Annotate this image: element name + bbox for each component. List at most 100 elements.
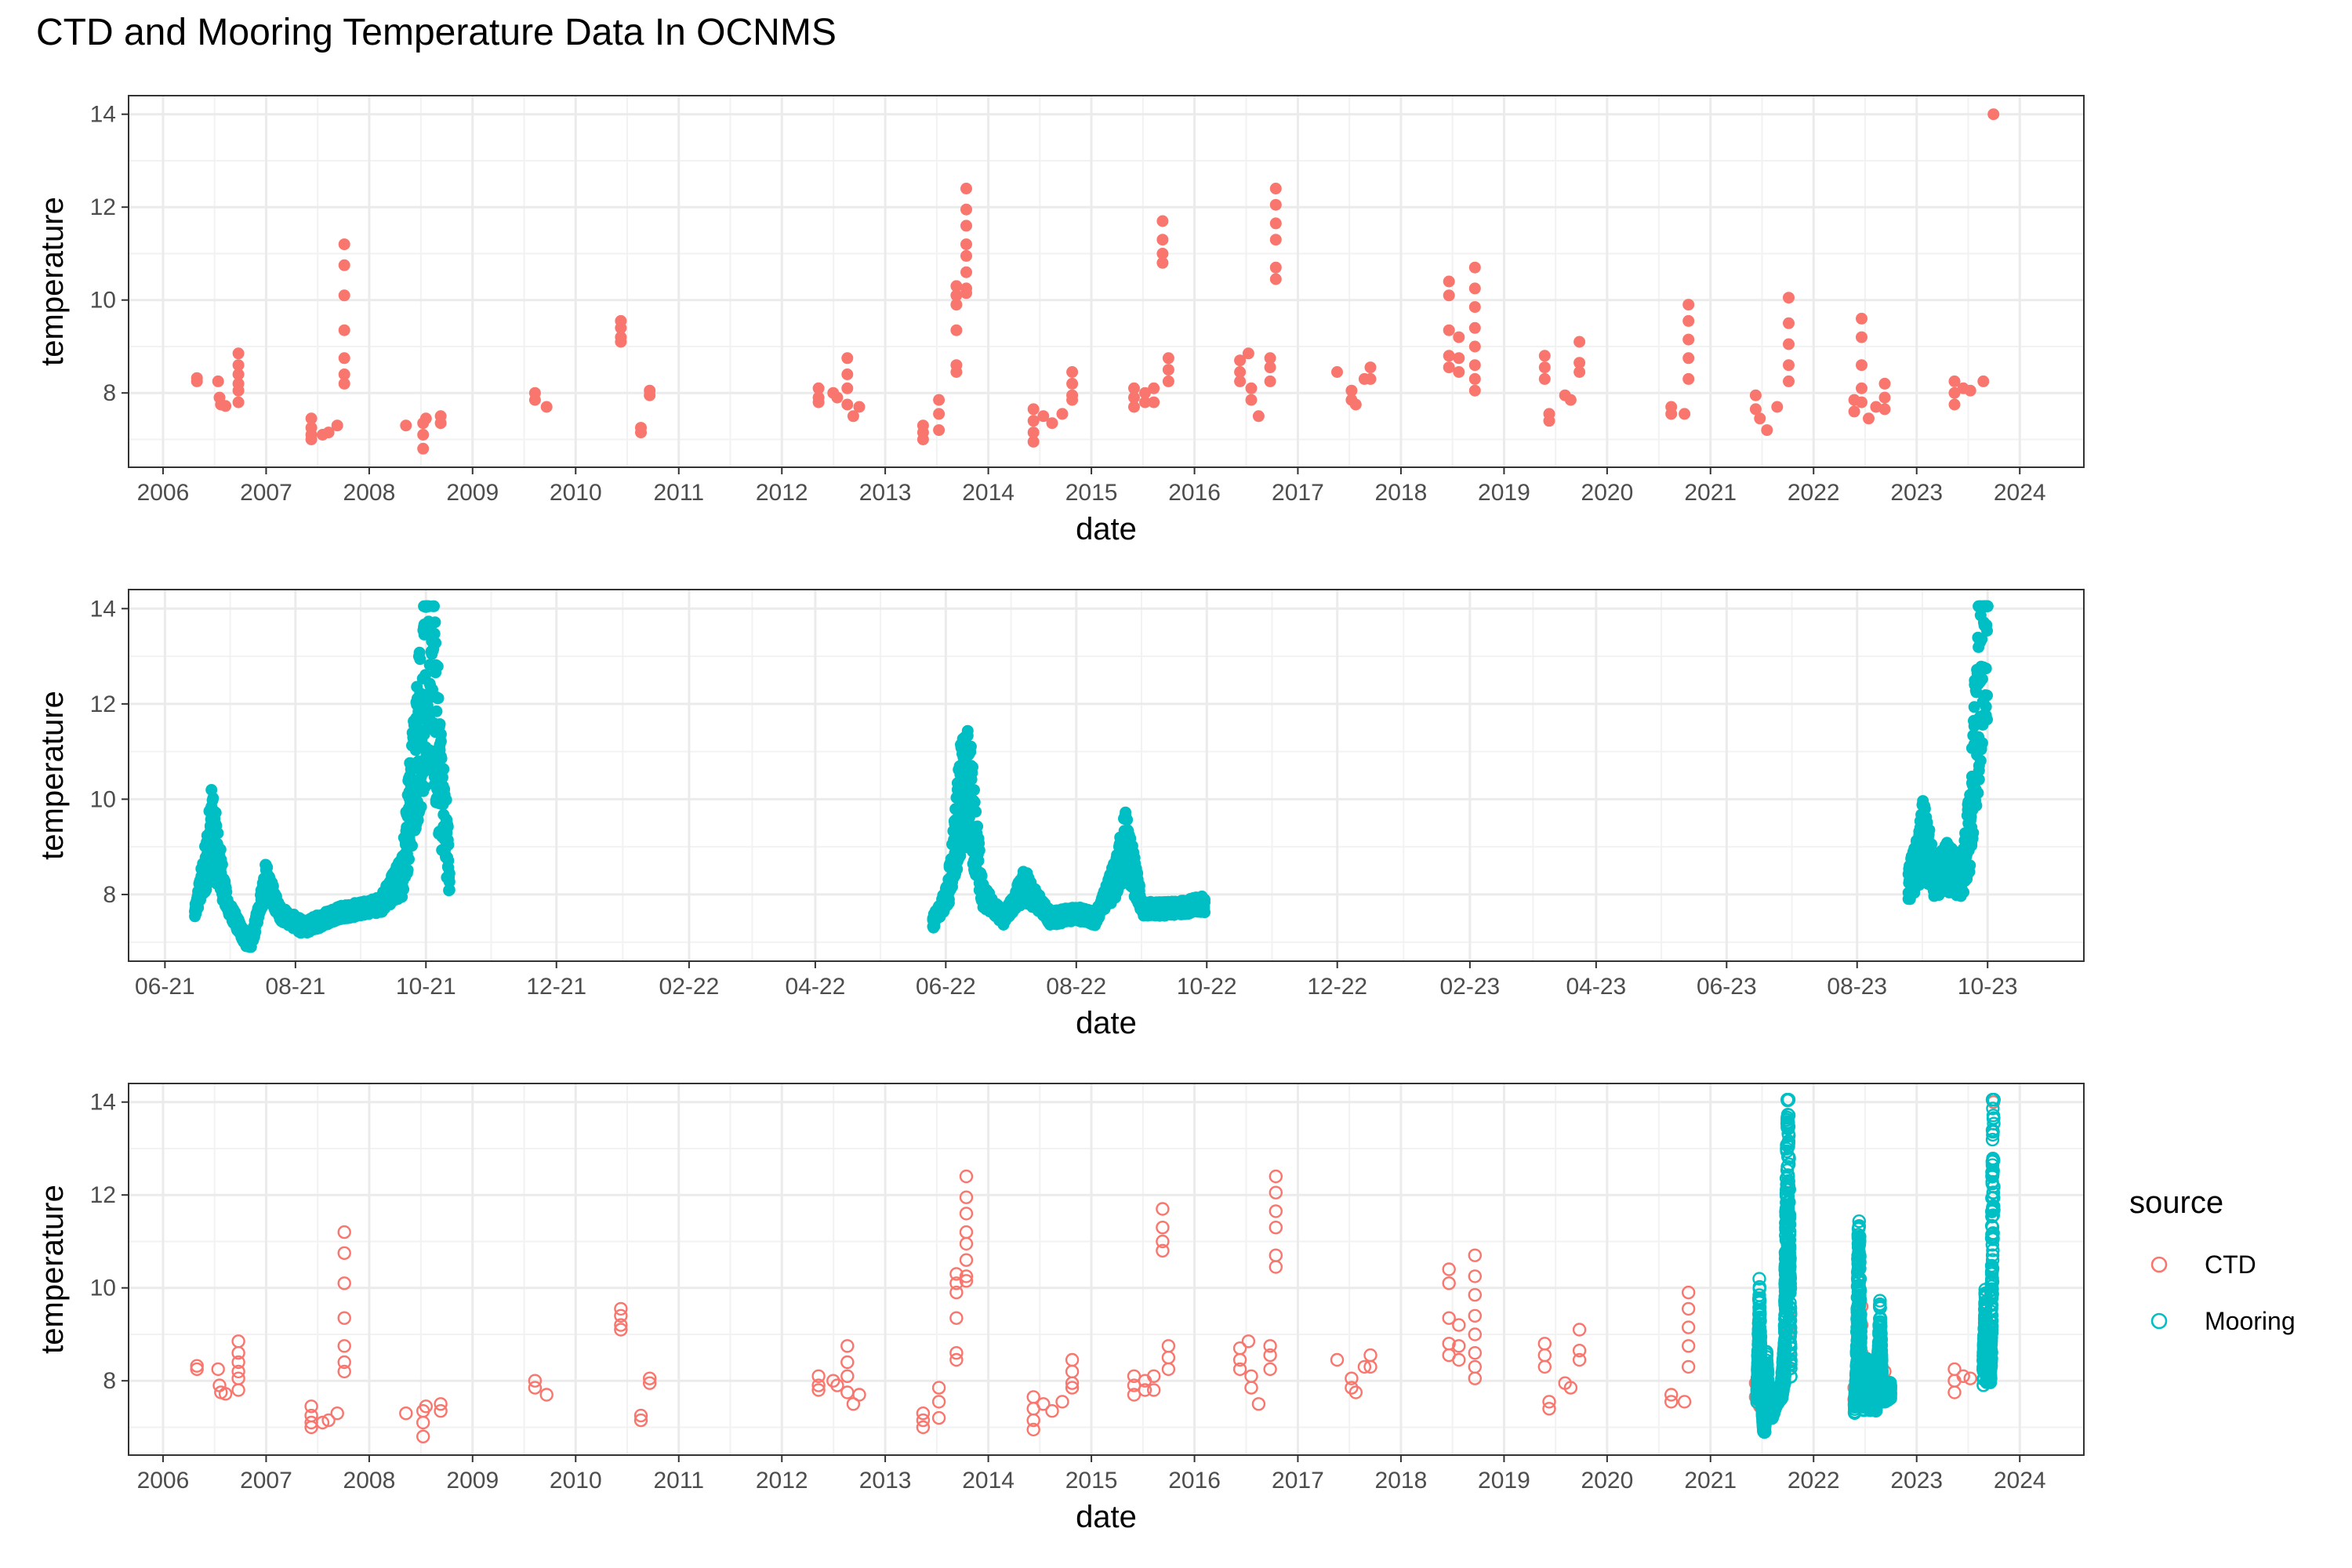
x-tick-label: 2013 — [859, 480, 912, 506]
mooring-point — [261, 861, 274, 873]
ctd-point — [1156, 248, 1169, 260]
ctd-point — [1573, 366, 1586, 378]
mooring-point — [968, 784, 980, 797]
mooring-point — [443, 876, 456, 888]
mooring-point — [1974, 754, 1987, 767]
ctd-point — [1139, 387, 1151, 399]
x-tick-label: 10-22 — [1177, 974, 1237, 1000]
ctd-point — [847, 410, 859, 423]
ctd-point — [1027, 426, 1040, 439]
ctd-point — [305, 434, 318, 445]
mooring-point — [1976, 737, 1988, 750]
ctd-point — [1264, 375, 1276, 387]
mooring-point — [441, 820, 454, 833]
ctd-point — [841, 352, 854, 365]
ctd-point — [1245, 394, 1258, 406]
x-tick-label: 2014 — [962, 480, 1014, 506]
ctd-point — [1234, 354, 1247, 367]
x-tick-label: 2018 — [1375, 480, 1428, 506]
ctd-point — [812, 382, 825, 394]
ctd-point — [1046, 417, 1058, 430]
x-axis-title: date — [1076, 1006, 1137, 1040]
mooring-point — [1121, 814, 1134, 826]
mooring-point — [212, 827, 224, 840]
mooring-point — [415, 800, 427, 813]
ctd-point — [338, 259, 350, 271]
x-tick-label: 2017 — [1272, 480, 1324, 506]
ctd-point — [1443, 324, 1455, 336]
ctd-point — [1538, 350, 1551, 362]
ctd-point — [322, 426, 335, 439]
ctd-point — [841, 382, 854, 394]
y-axis-title: temperature — [35, 197, 70, 366]
ctd-point — [950, 324, 963, 336]
ctd-point — [1453, 366, 1465, 378]
mooring-point — [961, 729, 974, 742]
y-tick-label: 8 — [103, 380, 116, 406]
ctd-point — [1948, 387, 1961, 399]
x-tick-label: 08-21 — [265, 974, 325, 1000]
ctd-point — [232, 359, 245, 372]
ctd-point — [417, 442, 430, 455]
ctd-point — [1156, 256, 1169, 269]
ctd-point — [1665, 408, 1678, 420]
y-tick-label: 8 — [103, 882, 116, 908]
mooring-point — [1981, 689, 1993, 702]
ctd-point — [417, 429, 430, 441]
mooring-point — [432, 692, 445, 705]
mooring-point — [1981, 625, 1993, 637]
mooring-point — [430, 637, 442, 649]
ctd-point — [916, 434, 929, 445]
ctd-point — [950, 280, 963, 292]
ctd-point — [1443, 289, 1455, 302]
ctd-point — [1269, 261, 1282, 274]
ctd-point — [960, 203, 972, 216]
ctd-point — [338, 324, 350, 336]
ctd-point — [1948, 375, 1961, 387]
mooring-point — [429, 616, 441, 629]
ctd-point — [1364, 361, 1377, 374]
ctd-point — [1468, 372, 1481, 385]
ctd-point — [1761, 424, 1773, 437]
mooring-point — [428, 600, 440, 612]
mooring-point — [207, 792, 220, 804]
ctd-point — [1027, 415, 1040, 427]
ctd-point — [853, 401, 866, 413]
ctd-point — [1848, 405, 1860, 418]
x-tick-label: 08-22 — [1046, 974, 1106, 1000]
ctd-point — [1682, 333, 1695, 346]
ctd-point — [1468, 384, 1481, 397]
x-tick-label: 2012 — [756, 480, 808, 506]
mooring-point — [973, 844, 985, 857]
mooring-point — [1980, 662, 1992, 675]
ctd-point — [191, 375, 203, 387]
ctd-point — [1234, 375, 1247, 387]
ctd-point — [1066, 377, 1079, 390]
mooring-point — [964, 740, 977, 753]
ctd-point — [960, 287, 972, 299]
ctd-point — [1977, 375, 1990, 387]
mooring-point — [397, 883, 410, 895]
y-axis-title: temperature — [35, 691, 70, 860]
ctd-point — [1139, 396, 1151, 408]
ctd-point — [960, 249, 972, 262]
x-tick-label: 2009 — [446, 480, 499, 506]
mooring-point — [431, 660, 444, 673]
mooring-point — [216, 858, 228, 870]
ctd-point — [338, 377, 350, 390]
ctd-point — [1682, 352, 1695, 365]
ctd-point — [1856, 382, 1867, 394]
ctd-point — [1269, 198, 1282, 211]
ctd-point — [1242, 347, 1254, 360]
ctd-point — [1252, 410, 1265, 423]
ctd-point — [933, 424, 946, 437]
ctd-point — [1468, 321, 1481, 334]
ctd-point — [1156, 234, 1169, 246]
x-tick-label: 02-23 — [1440, 974, 1501, 1000]
ctd-point — [950, 289, 963, 302]
x-tick-label: 2019 — [1478, 480, 1530, 506]
mooring-point — [403, 853, 415, 866]
x-tick-label: 2024 — [1994, 480, 2046, 506]
ctd-point — [1749, 389, 1762, 401]
